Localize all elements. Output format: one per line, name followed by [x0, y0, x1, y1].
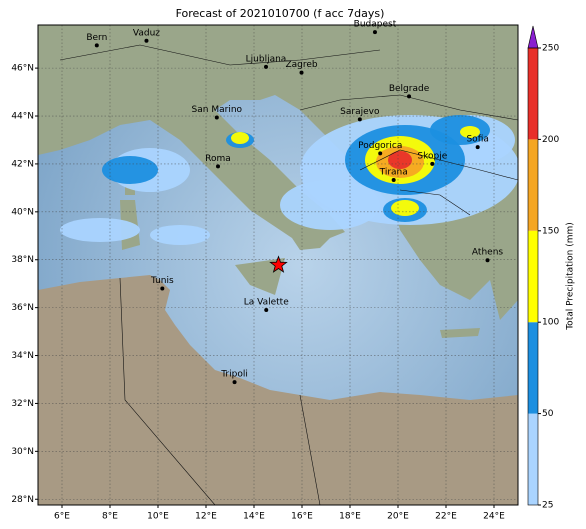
precip-area: [388, 151, 412, 169]
city-label: Bern: [86, 33, 107, 43]
x-tick-label: 16°E: [291, 512, 313, 522]
precip-area: [280, 180, 380, 230]
y-tick-label: 30°N: [11, 447, 34, 457]
y-tick-label: 40°N: [11, 207, 34, 217]
colorbar-frame: [527, 47, 539, 506]
x-tick-label: 20°E: [387, 512, 409, 522]
map-frame: [37, 24, 519, 506]
precipitation: [60, 115, 518, 245]
city-marker: [378, 151, 383, 156]
city-label: Zagreb: [285, 60, 317, 70]
colorbar-title: Total Precipitation (mm): [566, 222, 576, 331]
city-marker: [94, 43, 99, 48]
precip-area: [231, 132, 249, 144]
map-title: Forecast of 2021010700 (f acc 7days): [176, 7, 385, 20]
y-tick-label: 36°N: [11, 303, 34, 313]
y-tick-label: 44°N: [11, 112, 34, 122]
city-marker: [232, 380, 237, 385]
city-label: Tunis: [150, 276, 174, 286]
event-star: [269, 255, 288, 273]
colorbar-segment: [528, 139, 538, 231]
x-tick-label: 10°E: [147, 512, 169, 522]
city-marker: [391, 177, 396, 182]
axes: 6°E 8°E 10°E 12°E 14°E 16°E 18°E 20°E 22°E 24°E 28…: [11, 20, 518, 522]
colorbar-tick-label: 25: [542, 501, 553, 511]
precip-area: [150, 225, 210, 245]
precip-area: [460, 126, 480, 138]
x-tick-label: 8°E: [102, 512, 118, 522]
city-marker: [264, 64, 268, 69]
y-tick-label: 32°N: [11, 399, 34, 409]
city-label: Belgrade: [389, 84, 430, 94]
colorbar-segment: [528, 48, 538, 140]
colorbar-tick-label: 250: [542, 44, 559, 54]
x-tick-label: 22°E: [435, 512, 457, 522]
city-marker: [214, 115, 219, 120]
colorbar-tick-label: 50: [542, 409, 554, 419]
city-marker: [160, 286, 165, 291]
city-label: Podgorica: [358, 141, 402, 151]
precip-area: [391, 200, 419, 216]
land-africa: [38, 275, 518, 505]
city-label: Skopje: [417, 151, 447, 161]
borders: [59, 44, 518, 505]
city-marker: [299, 70, 304, 75]
y-tick-label: 38°N: [11, 255, 34, 265]
city-label: Ljubljana: [246, 54, 287, 64]
colorbar-segment: [528, 230, 538, 323]
city-label: San Marino: [192, 105, 243, 115]
city-label: Athens: [472, 248, 503, 258]
y-tick-label: 34°N: [11, 351, 34, 361]
precip-area: [430, 115, 490, 145]
city-marker: [372, 30, 377, 35]
y-tick-label: 28°N: [11, 495, 34, 505]
colorbar-extend: [527, 25, 539, 49]
city-label: Vaduz: [133, 28, 160, 38]
city-label: Tirana: [379, 167, 408, 177]
city-marker: [144, 38, 149, 43]
colorbar-tick-label: 100: [542, 318, 559, 328]
x-tick-label: 18°E: [339, 512, 361, 522]
city-label: Tripoli: [220, 370, 248, 380]
precip-area: [60, 218, 140, 242]
city-marker: [430, 161, 435, 166]
city-label: Roma: [205, 154, 231, 164]
colorbar-tick-label: 150: [542, 226, 559, 236]
city-marker: [264, 308, 269, 313]
colorbar-tick-label: 200: [542, 135, 559, 145]
city-label: Sarajevo: [340, 107, 380, 117]
city-marker: [216, 164, 220, 169]
land-crete: [440, 328, 480, 338]
city-marker: [407, 94, 412, 99]
city-label: Sofia: [466, 135, 488, 145]
colorbar-segment: [528, 322, 538, 414]
y-tick-label: 42°N: [11, 159, 34, 169]
city-marker: [475, 145, 480, 150]
city-marker: [357, 117, 362, 122]
precip-area: [102, 156, 158, 184]
y-tick-label: 46°N: [11, 64, 34, 74]
colorbar-segment: [528, 413, 538, 505]
land-sicily: [235, 258, 285, 295]
city-label: La Valette: [244, 298, 289, 308]
city-marker: [485, 258, 490, 263]
x-tick-label: 14°E: [243, 512, 265, 522]
x-tick-label: 24°E: [483, 512, 505, 522]
x-tick-label: 6°E: [54, 512, 70, 522]
x-tick-label: 12°E: [195, 512, 217, 522]
